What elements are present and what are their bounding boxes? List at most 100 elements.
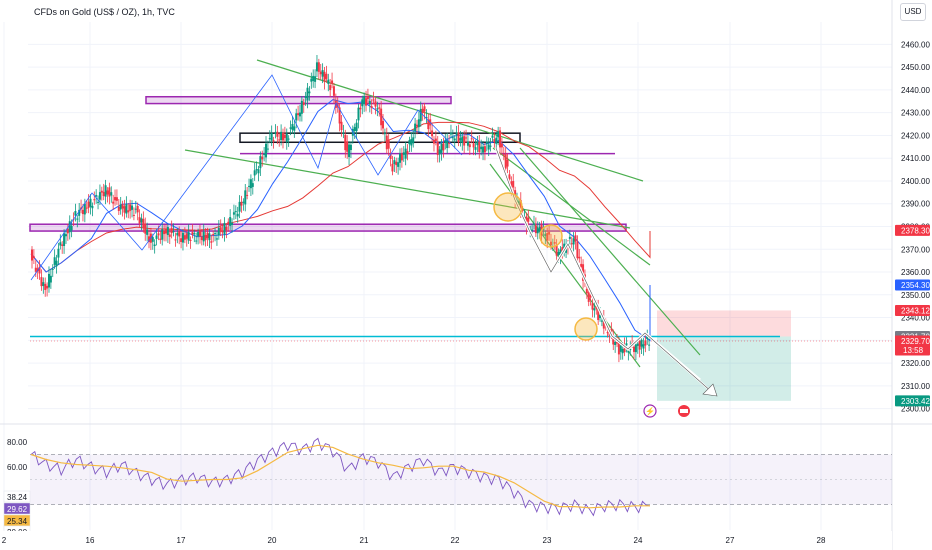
- candle-body: [557, 252, 560, 256]
- candle-body: [257, 169, 260, 174]
- candle-body: [193, 233, 196, 235]
- candle-body: [531, 229, 534, 231]
- candle-body: [198, 230, 201, 237]
- candle-body: [555, 244, 558, 256]
- candle-body: [61, 244, 64, 246]
- candle-body: [602, 317, 605, 329]
- candle-body: [438, 149, 441, 155]
- ma-blue-line: [30, 99, 651, 342]
- candle-body: [393, 160, 396, 165]
- candle-body: [70, 225, 73, 231]
- flag-event-glyph: [680, 409, 688, 413]
- price-tick-label: 2340.00: [901, 314, 930, 323]
- candle-body: [146, 229, 149, 235]
- candle-body: [502, 154, 505, 156]
- lightning-event-glyph: ⚡: [645, 406, 655, 416]
- candle-body: [338, 107, 341, 124]
- candle-body: [427, 119, 430, 130]
- currency-button[interactable]: USD: [900, 3, 926, 21]
- supply-zone: [145, 95, 452, 105]
- candle-body: [180, 238, 183, 242]
- candle-body: [538, 226, 541, 232]
- candle-body: [587, 292, 590, 302]
- candle-body: [287, 138, 290, 140]
- candle-body: [623, 345, 626, 353]
- candle-body: [544, 233, 547, 237]
- candle-body: [563, 243, 566, 249]
- price-tag-label: 2343.12: [901, 306, 930, 315]
- candle-body: [51, 268, 54, 270]
- candle-body: [289, 127, 292, 129]
- candle-body: [81, 209, 84, 215]
- candle-body: [263, 153, 266, 156]
- candle-body: [532, 223, 535, 225]
- candle-body: [495, 137, 498, 144]
- arrow-head: [702, 383, 718, 397]
- candle-body: [293, 126, 296, 131]
- candle-body: [340, 121, 343, 131]
- candle-body: [214, 233, 217, 235]
- candle-body: [617, 341, 620, 355]
- candle-body: [644, 340, 647, 346]
- candle-body: [599, 314, 602, 319]
- candle-body: [580, 263, 583, 268]
- candle-body: [506, 159, 509, 167]
- candle-body: [197, 232, 200, 237]
- candle-body: [457, 132, 460, 143]
- price-tag-label: 2329.70: [901, 337, 930, 346]
- candle-body: [161, 229, 164, 240]
- candle-body: [242, 201, 245, 203]
- candle-body: [600, 320, 603, 322]
- candle-body: [42, 282, 45, 287]
- candle-body: [231, 222, 234, 225]
- candle-body: [274, 131, 277, 134]
- candle-body: [208, 233, 211, 241]
- candle-body: [576, 241, 579, 259]
- candle-body: [442, 143, 445, 151]
- candle-body: [346, 141, 349, 152]
- candle-body: [315, 62, 318, 72]
- candle-body: [629, 348, 632, 351]
- time-tick-label: 17: [177, 536, 186, 545]
- candle-body: [472, 143, 475, 148]
- candle-body: [117, 206, 120, 211]
- candle-body: [568, 236, 571, 239]
- candle-body: [408, 140, 411, 145]
- candle-body: [455, 132, 458, 136]
- candle-body: [255, 169, 258, 171]
- price-tick-label: 2440.00: [901, 86, 930, 95]
- candle-body: [219, 227, 222, 232]
- candle-body: [302, 102, 305, 105]
- time-tick-label: 22: [451, 536, 460, 545]
- candle-body: [59, 242, 62, 246]
- candle-body: [93, 199, 96, 201]
- time-tick-label: 16: [86, 536, 95, 545]
- price-tag-label: 2303.42: [901, 397, 930, 406]
- candle-body: [314, 76, 317, 82]
- candle-body: [115, 197, 118, 201]
- candle-body: [591, 303, 594, 310]
- candle-body: [434, 138, 437, 141]
- candle-body: [251, 183, 254, 187]
- candle-body: [200, 236, 203, 241]
- candle-body: [412, 137, 415, 144]
- ma-red-line: [30, 121, 651, 273]
- candle-body: [415, 124, 418, 127]
- candle-body: [446, 140, 449, 149]
- rsi-ma-line: [30, 444, 650, 509]
- rsi-value-label: 38.24: [7, 493, 28, 502]
- candle-body: [134, 208, 137, 210]
- candle-body: [483, 146, 486, 153]
- candle-body: [136, 205, 139, 213]
- candle-body: [221, 230, 224, 233]
- candle-body: [181, 232, 184, 243]
- wave-line: [30, 74, 463, 281]
- candle-body: [153, 244, 156, 247]
- candle-body: [417, 119, 420, 128]
- candle-body: [310, 78, 313, 82]
- candle-body: [548, 231, 551, 235]
- candle-body: [395, 161, 398, 166]
- stop-loss-zone: [657, 310, 791, 337]
- price-tag-box: [895, 224, 930, 236]
